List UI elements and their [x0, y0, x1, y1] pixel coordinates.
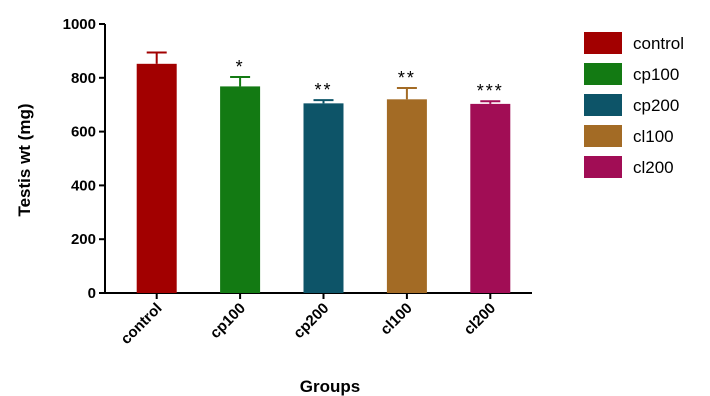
x-tick-label: cl100: [377, 300, 416, 339]
legend-swatch: [584, 125, 622, 147]
bar-cp100: [220, 86, 261, 294]
legend-swatch: [584, 94, 622, 116]
legend-label: control: [633, 34, 684, 53]
legend-label: cp100: [633, 65, 679, 84]
x-tick-label: cp100: [207, 300, 249, 342]
y-axis: 0 200 400 600 800 1000: [63, 16, 106, 302]
y-tick-label: 200: [71, 231, 96, 248]
y-tick-label: 0: [88, 285, 96, 302]
y-axis-title: Testis wt (mg): [15, 103, 34, 216]
legend-label: cl200: [633, 158, 674, 177]
x-tick-label: cl200: [461, 300, 500, 339]
bars: ********: [136, 51, 511, 294]
y-tick-label: 1000: [63, 16, 96, 33]
significance-label: *: [236, 57, 245, 77]
bar-control: [136, 63, 177, 294]
significance-label: ***: [477, 81, 504, 101]
bar-cl100: [386, 99, 427, 293]
legend-swatch: [584, 63, 622, 85]
bar-cp200: [303, 103, 344, 293]
x-tick-label: control: [118, 300, 166, 348]
y-tick-label: 400: [71, 177, 96, 194]
x-tick-label: cp200: [290, 300, 332, 342]
bar-cl200: [470, 103, 511, 293]
legend-label: cp200: [633, 96, 679, 115]
legend-swatch: [584, 156, 622, 178]
significance-label: **: [398, 68, 416, 88]
legend-swatch: [584, 32, 622, 54]
legend: control cp100 cp200 cl100 cl200: [584, 32, 684, 178]
x-axis-title: Groups: [300, 377, 360, 396]
y-tick-label: 800: [71, 70, 96, 87]
significance-label: **: [314, 80, 332, 100]
legend-label: cl100: [633, 127, 674, 146]
y-tick-label: 600: [71, 124, 96, 141]
x-axis: control cp100 cp200 cl100 cl200: [105, 292, 532, 348]
